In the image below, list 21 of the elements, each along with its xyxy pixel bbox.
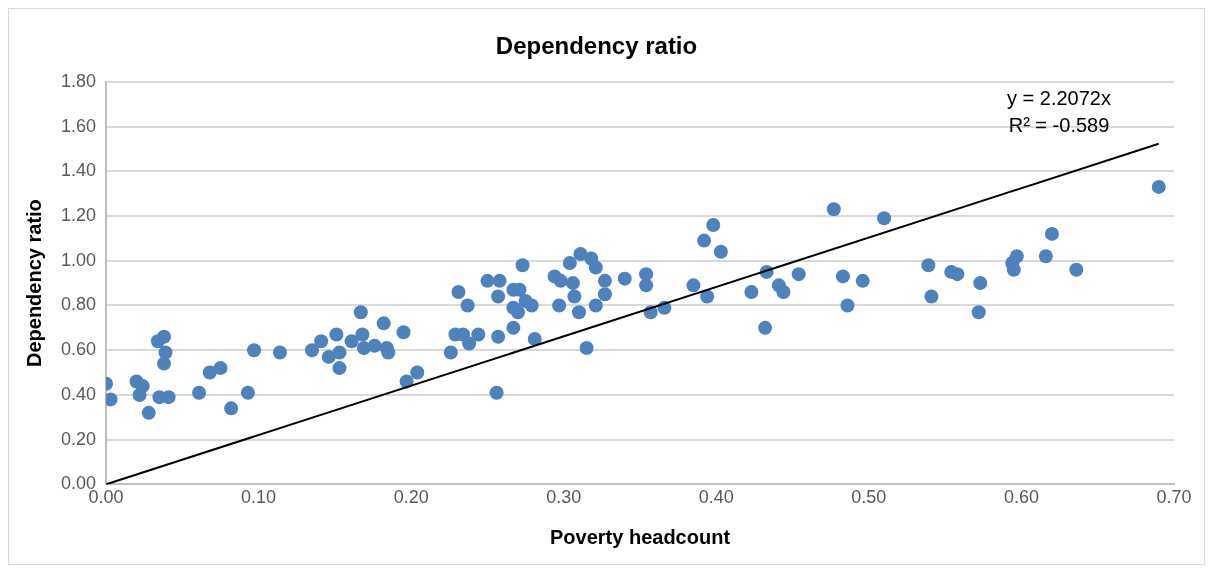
annotation: R² = -0.589: [1008, 114, 1110, 137]
x-tick-label: 0.70: [1156, 487, 1192, 508]
x-tick-label: 0.10: [241, 487, 277, 508]
y-tick-label: 1.80: [60, 70, 97, 91]
x-axis-title: Poverty headcount: [549, 525, 731, 548]
y-tick-label: 1.00: [60, 249, 97, 270]
y-tick-label: 1.60: [60, 115, 97, 136]
y-tick-label: 1.20: [60, 204, 97, 225]
x-tick-label: 0.40: [698, 487, 734, 508]
x-tick-label: 0.20: [393, 487, 429, 508]
x-tick-label: 0.60: [1003, 487, 1039, 508]
x-tick-label: 0.50: [851, 487, 887, 508]
y-tick-label: 0.60: [60, 339, 97, 360]
y-axis-title: Dependency ratio: [22, 199, 45, 368]
y-tick-label: 1.40: [60, 160, 97, 181]
annotation: y = 2.2072x: [1007, 87, 1111, 110]
x-tick-label: 0.30: [546, 487, 582, 508]
y-tick-label: 0.80: [60, 294, 97, 315]
y-tick-label: 0.40: [60, 383, 97, 404]
y-tick-label: 0.20: [60, 428, 97, 449]
chart-title: Dependency ratio: [495, 32, 698, 60]
